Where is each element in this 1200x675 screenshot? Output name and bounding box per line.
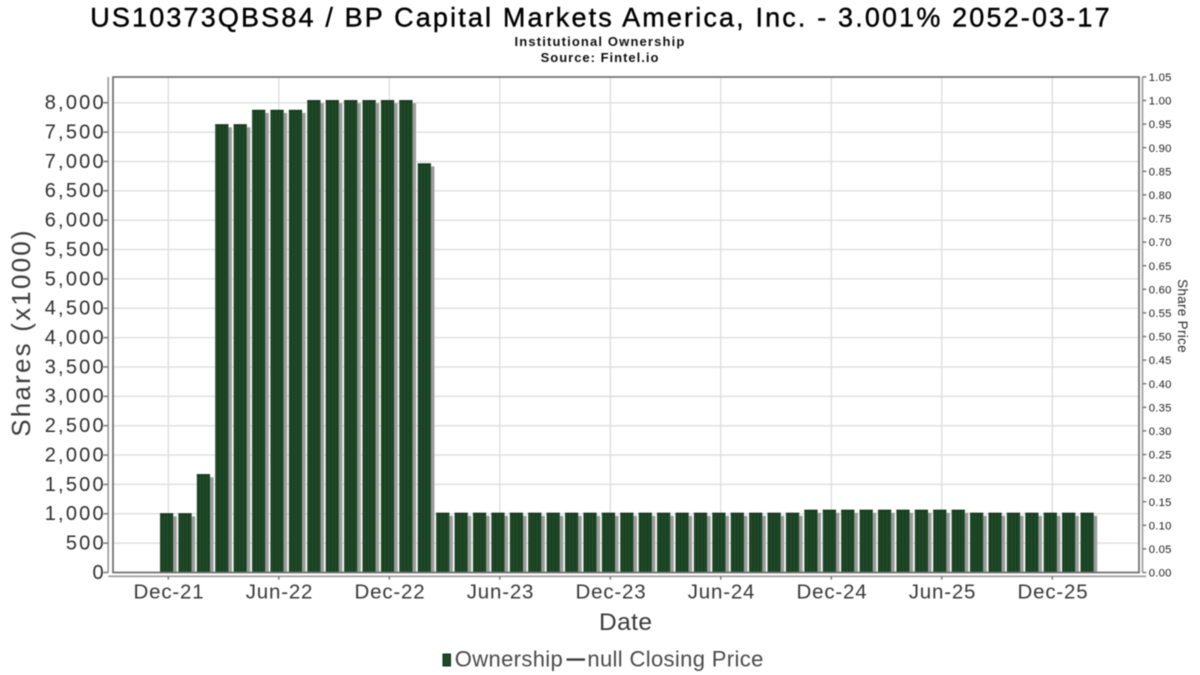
svg-text:Jun-23: Jun-23 xyxy=(467,581,534,604)
svg-text:7,500: 7,500 xyxy=(45,122,106,144)
svg-text:Dec-24: Dec-24 xyxy=(797,581,868,604)
svg-text:1.05: 1.05 xyxy=(1149,72,1172,84)
svg-text:Share Price: Share Price xyxy=(1175,279,1190,353)
svg-text:Jun-24: Jun-24 xyxy=(688,581,755,604)
svg-text:0.70: 0.70 xyxy=(1149,237,1172,249)
svg-text:5,500: 5,500 xyxy=(45,239,106,261)
svg-text:0.90: 0.90 xyxy=(1149,143,1172,155)
svg-text:0.65: 0.65 xyxy=(1149,261,1172,273)
svg-text:0.50: 0.50 xyxy=(1149,332,1172,344)
svg-text:8,000: 8,000 xyxy=(45,92,106,114)
svg-text:Date: Date xyxy=(599,609,652,636)
svg-text:Dec-25: Dec-25 xyxy=(1018,581,1089,604)
svg-text:5,000: 5,000 xyxy=(45,268,106,290)
svg-text:0.40: 0.40 xyxy=(1149,379,1172,391)
svg-text:0.30: 0.30 xyxy=(1149,426,1172,438)
svg-text:3,000: 3,000 xyxy=(45,386,106,408)
svg-text:0.15: 0.15 xyxy=(1149,497,1172,509)
svg-text:1,500: 1,500 xyxy=(45,474,106,496)
svg-text:0.80: 0.80 xyxy=(1149,190,1172,202)
svg-text:4,000: 4,000 xyxy=(45,327,106,349)
svg-text:null Closing Price: null Closing Price xyxy=(587,646,763,671)
svg-text:0.45: 0.45 xyxy=(1149,355,1172,367)
svg-text:0.00: 0.00 xyxy=(1149,568,1172,580)
svg-text:Jun-25: Jun-25 xyxy=(909,581,976,604)
svg-text:500: 500 xyxy=(66,533,106,555)
svg-text:Dec-22: Dec-22 xyxy=(355,581,426,604)
svg-text:US10373QBS84 / BP Capital Mark: US10373QBS84 / BP Capital Markets Americ… xyxy=(90,3,1112,33)
svg-text:Source: Fintel.io: Source: Fintel.io xyxy=(541,50,660,65)
svg-text:0.35: 0.35 xyxy=(1149,402,1172,414)
svg-text:0.60: 0.60 xyxy=(1149,284,1172,296)
svg-text:3,500: 3,500 xyxy=(45,356,106,378)
svg-text:0.05: 0.05 xyxy=(1149,544,1172,556)
svg-text:2,000: 2,000 xyxy=(45,444,106,466)
svg-text:1,000: 1,000 xyxy=(45,503,106,525)
svg-text:0.20: 0.20 xyxy=(1149,473,1172,485)
svg-text:1.00: 1.00 xyxy=(1149,96,1172,108)
svg-text:0.75: 0.75 xyxy=(1149,214,1172,226)
svg-text:0.85: 0.85 xyxy=(1149,166,1172,178)
svg-text:0: 0 xyxy=(92,562,105,584)
svg-text:Ownership: Ownership xyxy=(455,646,563,671)
svg-text:Dec-23: Dec-23 xyxy=(576,581,647,604)
svg-text:7,000: 7,000 xyxy=(45,151,106,173)
svg-text:Shares (x1000): Shares (x1000) xyxy=(6,228,36,437)
svg-text:4,500: 4,500 xyxy=(45,298,106,320)
svg-text:0.55: 0.55 xyxy=(1149,308,1172,320)
svg-text:0.10: 0.10 xyxy=(1149,520,1172,532)
svg-text:6,000: 6,000 xyxy=(45,210,106,232)
svg-text:Institutional Ownership: Institutional Ownership xyxy=(515,34,686,49)
svg-text:0.95: 0.95 xyxy=(1149,119,1172,131)
svg-text:2,500: 2,500 xyxy=(45,415,106,437)
svg-text:Jun-22: Jun-22 xyxy=(246,581,313,604)
svg-text:Dec-21: Dec-21 xyxy=(134,581,205,604)
svg-text:0.25: 0.25 xyxy=(1149,450,1172,462)
svg-text:6,500: 6,500 xyxy=(45,180,106,202)
